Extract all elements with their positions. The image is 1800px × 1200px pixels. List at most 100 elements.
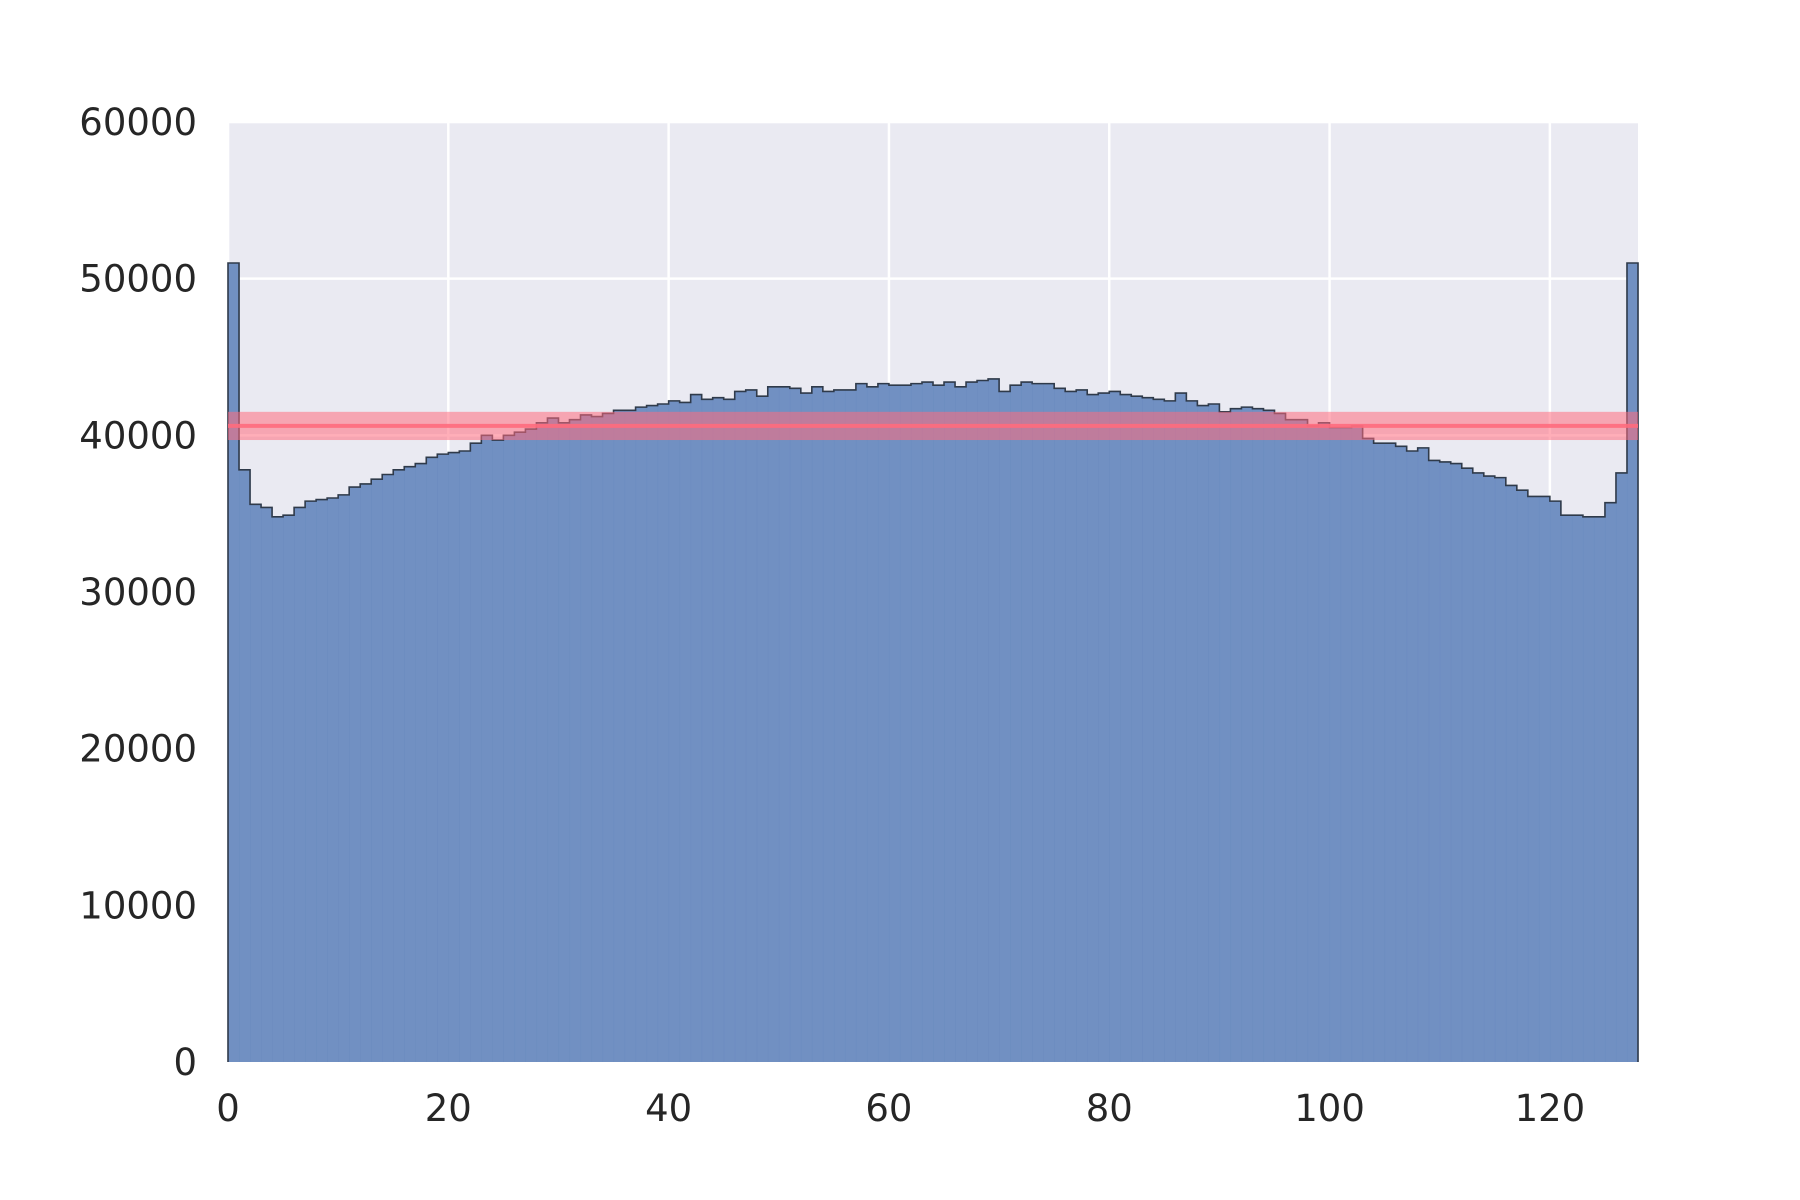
histogram-bar (547, 418, 560, 1063)
histogram-bar (1626, 263, 1639, 1062)
histogram-bar (1010, 385, 1022, 1062)
histogram-bar (272, 516, 284, 1062)
y-tick-label: 30000 (79, 571, 197, 614)
histogram-bar (1043, 383, 1055, 1063)
histogram-bar (712, 397, 725, 1062)
histogram-bar (1494, 477, 1507, 1063)
histogram-bar (1230, 408, 1243, 1062)
histogram-bar (1109, 391, 1121, 1062)
y-tick-label: 20000 (79, 728, 197, 771)
histogram-bar (1461, 468, 1474, 1062)
histogram-bar (756, 396, 769, 1063)
histogram-bar (944, 382, 956, 1063)
histogram-bar (591, 416, 604, 1062)
histogram-bar (360, 483, 372, 1062)
histogram-bar (657, 404, 670, 1062)
histogram-bar (327, 498, 339, 1062)
histogram-bar (1197, 405, 1209, 1063)
histogram-bar (569, 419, 582, 1063)
histogram-bar (349, 487, 361, 1062)
histogram-bar (1263, 410, 1276, 1062)
histogram-bar (999, 391, 1011, 1062)
histogram-bar (646, 405, 659, 1063)
histogram-bar (1054, 388, 1066, 1062)
histogram-bar (558, 422, 571, 1062)
histogram-bar (536, 422, 549, 1062)
y-tick-label: 0 (173, 1041, 197, 1084)
histogram-bar (294, 507, 306, 1062)
histogram-bar (866, 386, 879, 1062)
histogram-bar (602, 413, 615, 1062)
histogram-bar (1439, 461, 1452, 1062)
histogram-bar (1296, 419, 1309, 1063)
histogram-bar (635, 407, 648, 1063)
histogram-bar (525, 429, 538, 1063)
x-tick-label: 20 (425, 1087, 472, 1130)
histogram-bar (1021, 382, 1033, 1063)
histogram-bar (1087, 394, 1099, 1063)
histogram-bar (1560, 515, 1573, 1062)
histogram-bar (855, 383, 868, 1063)
histogram-bar (1340, 427, 1353, 1062)
histogram-bar (1098, 393, 1110, 1062)
histogram-bar (1307, 425, 1320, 1062)
histogram-bar (448, 452, 460, 1063)
histogram-bar (613, 410, 626, 1062)
histogram-bars (227, 262, 1639, 1063)
histogram-bar (305, 501, 317, 1063)
y-tick-label: 60000 (79, 101, 197, 144)
y-tick-label: 50000 (79, 258, 197, 301)
histogram-bar (1285, 419, 1298, 1063)
histogram-bar (933, 385, 945, 1062)
y-tick-label: 10000 (79, 884, 197, 927)
histogram-bar (1483, 476, 1496, 1063)
histogram-bar (844, 389, 857, 1062)
histogram-bar (1032, 383, 1044, 1063)
histogram-bar (745, 389, 758, 1062)
histogram-bar (888, 385, 901, 1062)
histogram-bar (1329, 427, 1342, 1062)
histogram-bar (250, 504, 262, 1062)
histogram-bar (910, 383, 923, 1063)
histogram-bar (1076, 389, 1088, 1062)
histogram-bar (338, 494, 350, 1062)
histogram-bar (514, 432, 527, 1062)
histogram-bar (481, 435, 493, 1062)
histogram-bar (503, 435, 516, 1062)
histogram-bar (382, 474, 394, 1062)
histogram-bar (1120, 394, 1132, 1063)
histogram-bar (1516, 490, 1529, 1063)
histogram-bar (1450, 463, 1463, 1062)
histogram-bar (679, 402, 692, 1062)
histogram-bar (1142, 397, 1154, 1062)
histogram-bar (1406, 451, 1419, 1062)
histogram-outline (227, 262, 1639, 1062)
histogram-bar (1571, 515, 1584, 1062)
histogram-bar (1065, 391, 1077, 1062)
histogram-bar (459, 451, 471, 1062)
histogram-bar (415, 463, 427, 1062)
histogram-bar (1252, 408, 1265, 1062)
histogram-bar (371, 479, 383, 1062)
histogram-bar (426, 457, 438, 1062)
histogram-bar (1384, 443, 1397, 1063)
histogram-bar (988, 378, 1000, 1062)
histogram-bar (822, 391, 835, 1062)
histogram-bar (1527, 496, 1540, 1062)
histogram-bar (977, 380, 989, 1062)
histogram-bar (921, 382, 934, 1063)
mean-line (228, 411, 1638, 441)
histogram-bar (283, 515, 295, 1062)
histogram-bar (833, 389, 846, 1062)
histogram-bar (778, 386, 791, 1062)
histogram-bar (1274, 413, 1287, 1062)
histogram-bar (668, 400, 681, 1062)
x-tick-label: 60 (865, 1087, 912, 1130)
histogram-bar (767, 386, 780, 1062)
histogram-bar (1373, 443, 1386, 1063)
histogram-bar (316, 499, 328, 1063)
histogram-bar (239, 469, 251, 1062)
histogram-bar (1615, 472, 1628, 1062)
y-axis-ticks: 0 10000 20000 30000 40000 50000 60000 (79, 101, 197, 1084)
